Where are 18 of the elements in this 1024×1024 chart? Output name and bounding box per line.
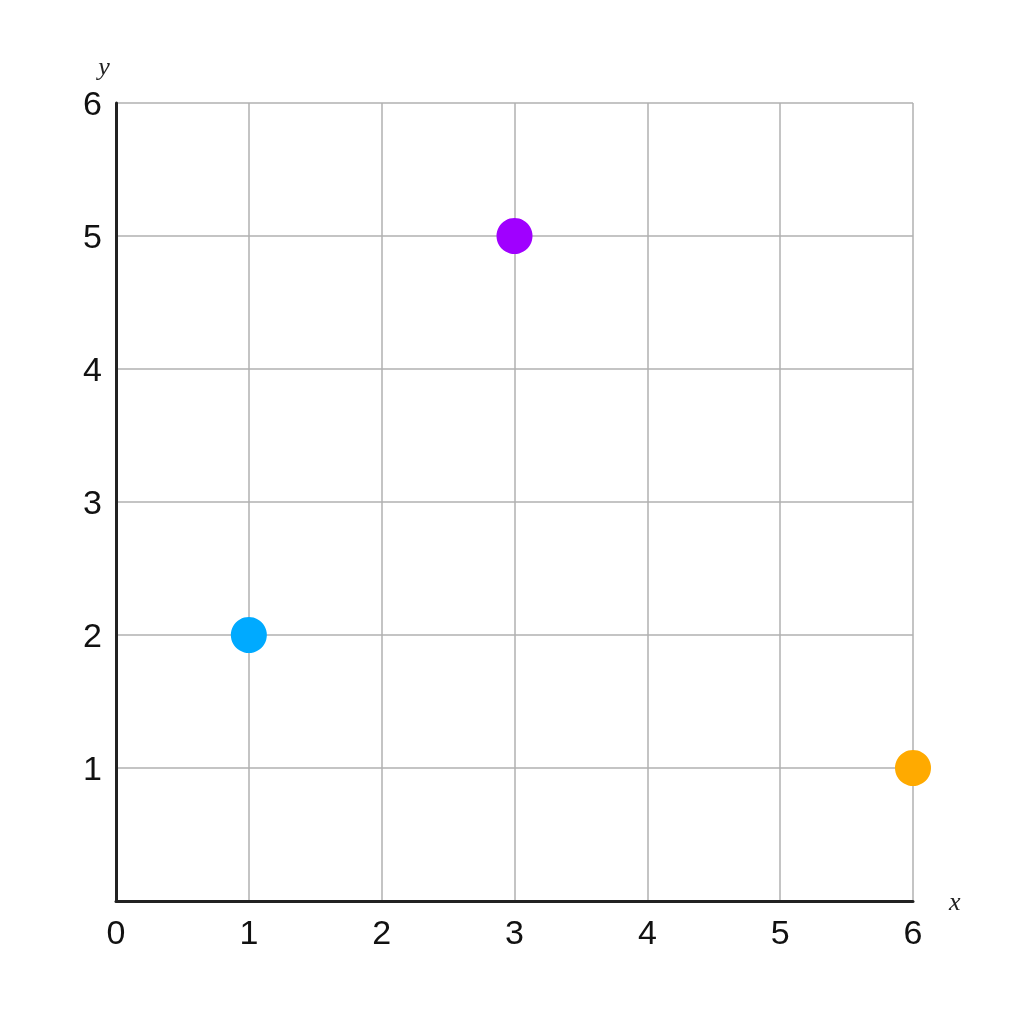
- x-tick-label: 2: [372, 913, 392, 951]
- y-tick-label: 6: [83, 84, 102, 122]
- y-tick-label: 1: [83, 749, 102, 787]
- x-tick-label: 5: [770, 913, 790, 951]
- x-tick-label: 3: [505, 913, 524, 951]
- x-tick-label: 1: [239, 913, 259, 951]
- y-axis-title: y: [95, 51, 111, 81]
- y-tick-label: 4: [83, 350, 102, 388]
- y-tick-label: 2: [83, 616, 102, 654]
- point: [496, 218, 533, 254]
- y-tick-label: 3: [83, 483, 102, 521]
- x-axis-title: x: [948, 886, 961, 916]
- x-tick-label: 4: [637, 913, 657, 951]
- point: [230, 617, 267, 653]
- y-tick-label: 5: [83, 217, 102, 255]
- x-tick-label: 0: [106, 913, 126, 951]
- x-tick-label: 6: [903, 913, 923, 951]
- point: [895, 750, 931, 786]
